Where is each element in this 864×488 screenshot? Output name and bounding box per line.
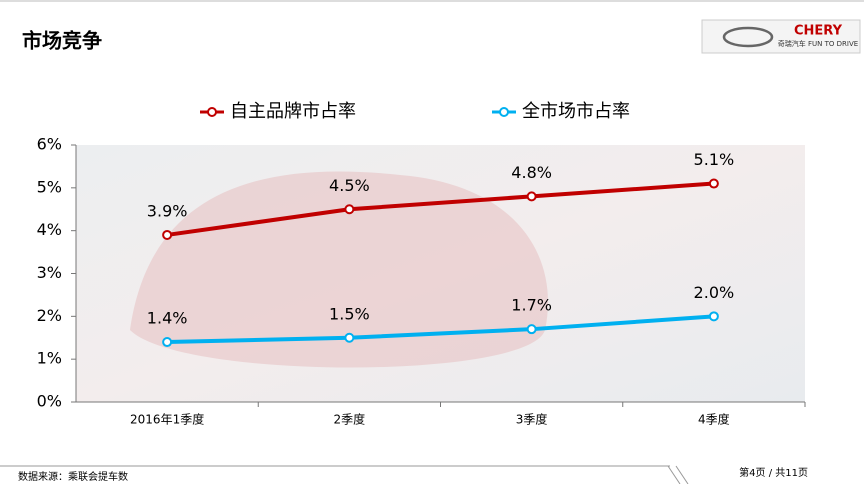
data-label: 2.0% [694, 283, 735, 302]
y-tick-label: 2% [37, 306, 62, 325]
y-tick-label: 5% [37, 177, 62, 196]
y-tick-label: 1% [37, 349, 62, 368]
data-point [162, 337, 173, 348]
y-tick-label: 6% [37, 135, 62, 154]
data-point [526, 324, 537, 335]
data-label: 1.4% [147, 309, 188, 328]
logo-subtext: 奇瑞汽车 FUN TO DRIVE [778, 39, 858, 48]
x-tick-label: 4季度 [698, 412, 730, 427]
car-image [130, 171, 549, 368]
logo-box [701, 19, 861, 54]
series-line [167, 314, 715, 345]
data-point [708, 178, 719, 189]
legend-label: 全市场市占率 [522, 101, 630, 122]
data-label: 4.5% [329, 176, 370, 195]
legend-marker [207, 107, 217, 117]
data-label: 3.9% [147, 201, 188, 220]
x-tick-label: 2016年1季度 [130, 412, 204, 427]
data-label: 1.5% [329, 304, 370, 323]
y-tick-label: 0% [37, 392, 62, 411]
footer-slash [675, 465, 689, 485]
logo-icon [722, 26, 774, 48]
data-point [344, 204, 355, 215]
legend-label: 自主品牌市占率 [230, 101, 356, 122]
x-tick-label: 2季度 [334, 412, 366, 427]
slide-title: 市场竞争 [22, 29, 102, 53]
data-label: 4.8% [511, 163, 552, 182]
data-label: 1.7% [511, 296, 552, 315]
y-tick-label: 3% [37, 263, 62, 282]
data-point [162, 229, 173, 240]
y-tick-label: 4% [37, 220, 62, 239]
chart: 0% 1% 2% 3% 4% 5% 6% 2016年1季度 2季度 3季度 4季度 自主品牌市占率 3.… [37, 101, 806, 427]
footer-slash [667, 465, 681, 485]
x-tick-label: 3季度 [516, 412, 548, 427]
data-point [344, 332, 355, 343]
logo-text: CHERY [794, 24, 843, 39]
legend-marker [499, 107, 509, 117]
data-point [526, 191, 537, 202]
source-note: 数据来源：乘联会提车数 [18, 470, 128, 483]
data-label: 5.1% [694, 150, 735, 169]
series-line [166, 181, 715, 237]
page-number: 第4页 / 共11页 [739, 466, 808, 479]
data-point [708, 311, 719, 322]
